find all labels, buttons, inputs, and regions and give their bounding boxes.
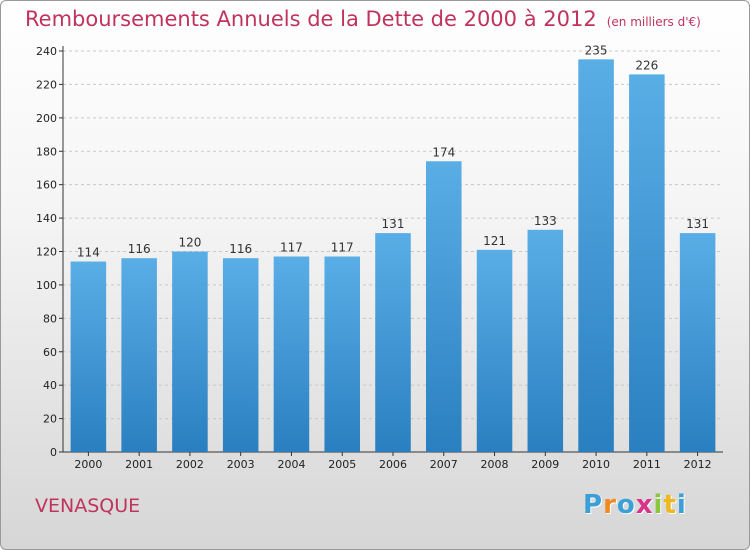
y-tick-label: 220 (36, 78, 57, 91)
data-label: 117 (280, 241, 303, 255)
bar (172, 251, 208, 452)
data-label: 121 (483, 234, 506, 248)
chart-title-text: Remboursements Annuels de la Dette de 20… (25, 7, 597, 31)
y-tick-label: 40 (43, 379, 57, 392)
logo-letter: r (603, 490, 617, 520)
proxiti-logo: Proxiti (583, 490, 687, 520)
y-tick-label: 60 (43, 346, 57, 359)
y-tick-label: 80 (43, 312, 57, 325)
x-tick-label: 2009 (531, 458, 559, 471)
bar (679, 233, 716, 452)
y-tick-label: 140 (36, 212, 57, 225)
bar (121, 258, 157, 452)
x-tick-label: 2003 (227, 458, 255, 471)
y-tick-label: 20 (43, 413, 57, 426)
y-tick-label: 120 (36, 246, 57, 259)
data-label: 116 (229, 242, 252, 256)
chart-unit-label: (en milliers d'€) (606, 15, 701, 29)
x-tick-label: 2001 (125, 458, 153, 471)
logo-letter: x (635, 490, 654, 520)
x-tick-label: 2010 (582, 458, 610, 471)
data-label: 131 (686, 217, 709, 231)
bar (222, 258, 259, 452)
bar (578, 59, 614, 453)
data-label: 116 (128, 242, 151, 256)
data-label: 226 (635, 58, 658, 72)
x-tick-label: 2012 (684, 458, 712, 471)
x-tick-label: 2006 (379, 458, 407, 471)
y-tick-label: 240 (36, 45, 57, 58)
y-tick-label: 160 (36, 179, 57, 192)
bar (375, 233, 411, 452)
bar (527, 229, 564, 452)
data-label: 120 (178, 236, 201, 250)
x-tick-label: 2008 (481, 458, 509, 471)
chart-title: Remboursements Annuels de la Dette de 20… (25, 7, 701, 31)
bar (273, 256, 310, 452)
data-label: 114 (77, 246, 100, 260)
x-tick-label: 2004 (277, 458, 305, 471)
y-tick-label: 0 (50, 446, 57, 459)
bar (629, 74, 665, 453)
logo-letter: i (676, 490, 687, 520)
logo-letter: i (653, 490, 664, 520)
bar (476, 249, 513, 452)
logo-letter: P (583, 490, 604, 520)
x-tick-label: 2005 (328, 458, 356, 471)
logo-letter: o (616, 490, 636, 520)
bar (324, 256, 360, 452)
logo-letter: t (663, 490, 677, 520)
data-label: 131 (382, 217, 405, 231)
x-tick-label: 2002 (176, 458, 204, 471)
x-tick-label: 2007 (430, 458, 458, 471)
data-label: 117 (331, 241, 354, 255)
data-label: 235 (585, 43, 608, 57)
bar (426, 161, 462, 452)
x-tick-label: 2011 (633, 458, 661, 471)
y-tick-label: 200 (36, 112, 57, 125)
x-tick-label: 2000 (74, 458, 102, 471)
data-label: 133 (534, 214, 557, 228)
y-tick-label: 180 (36, 145, 57, 158)
bar (70, 261, 107, 452)
city-name: VENASQUE (35, 495, 141, 517)
y-tick-label: 100 (36, 279, 57, 292)
data-label: 174 (432, 145, 455, 159)
